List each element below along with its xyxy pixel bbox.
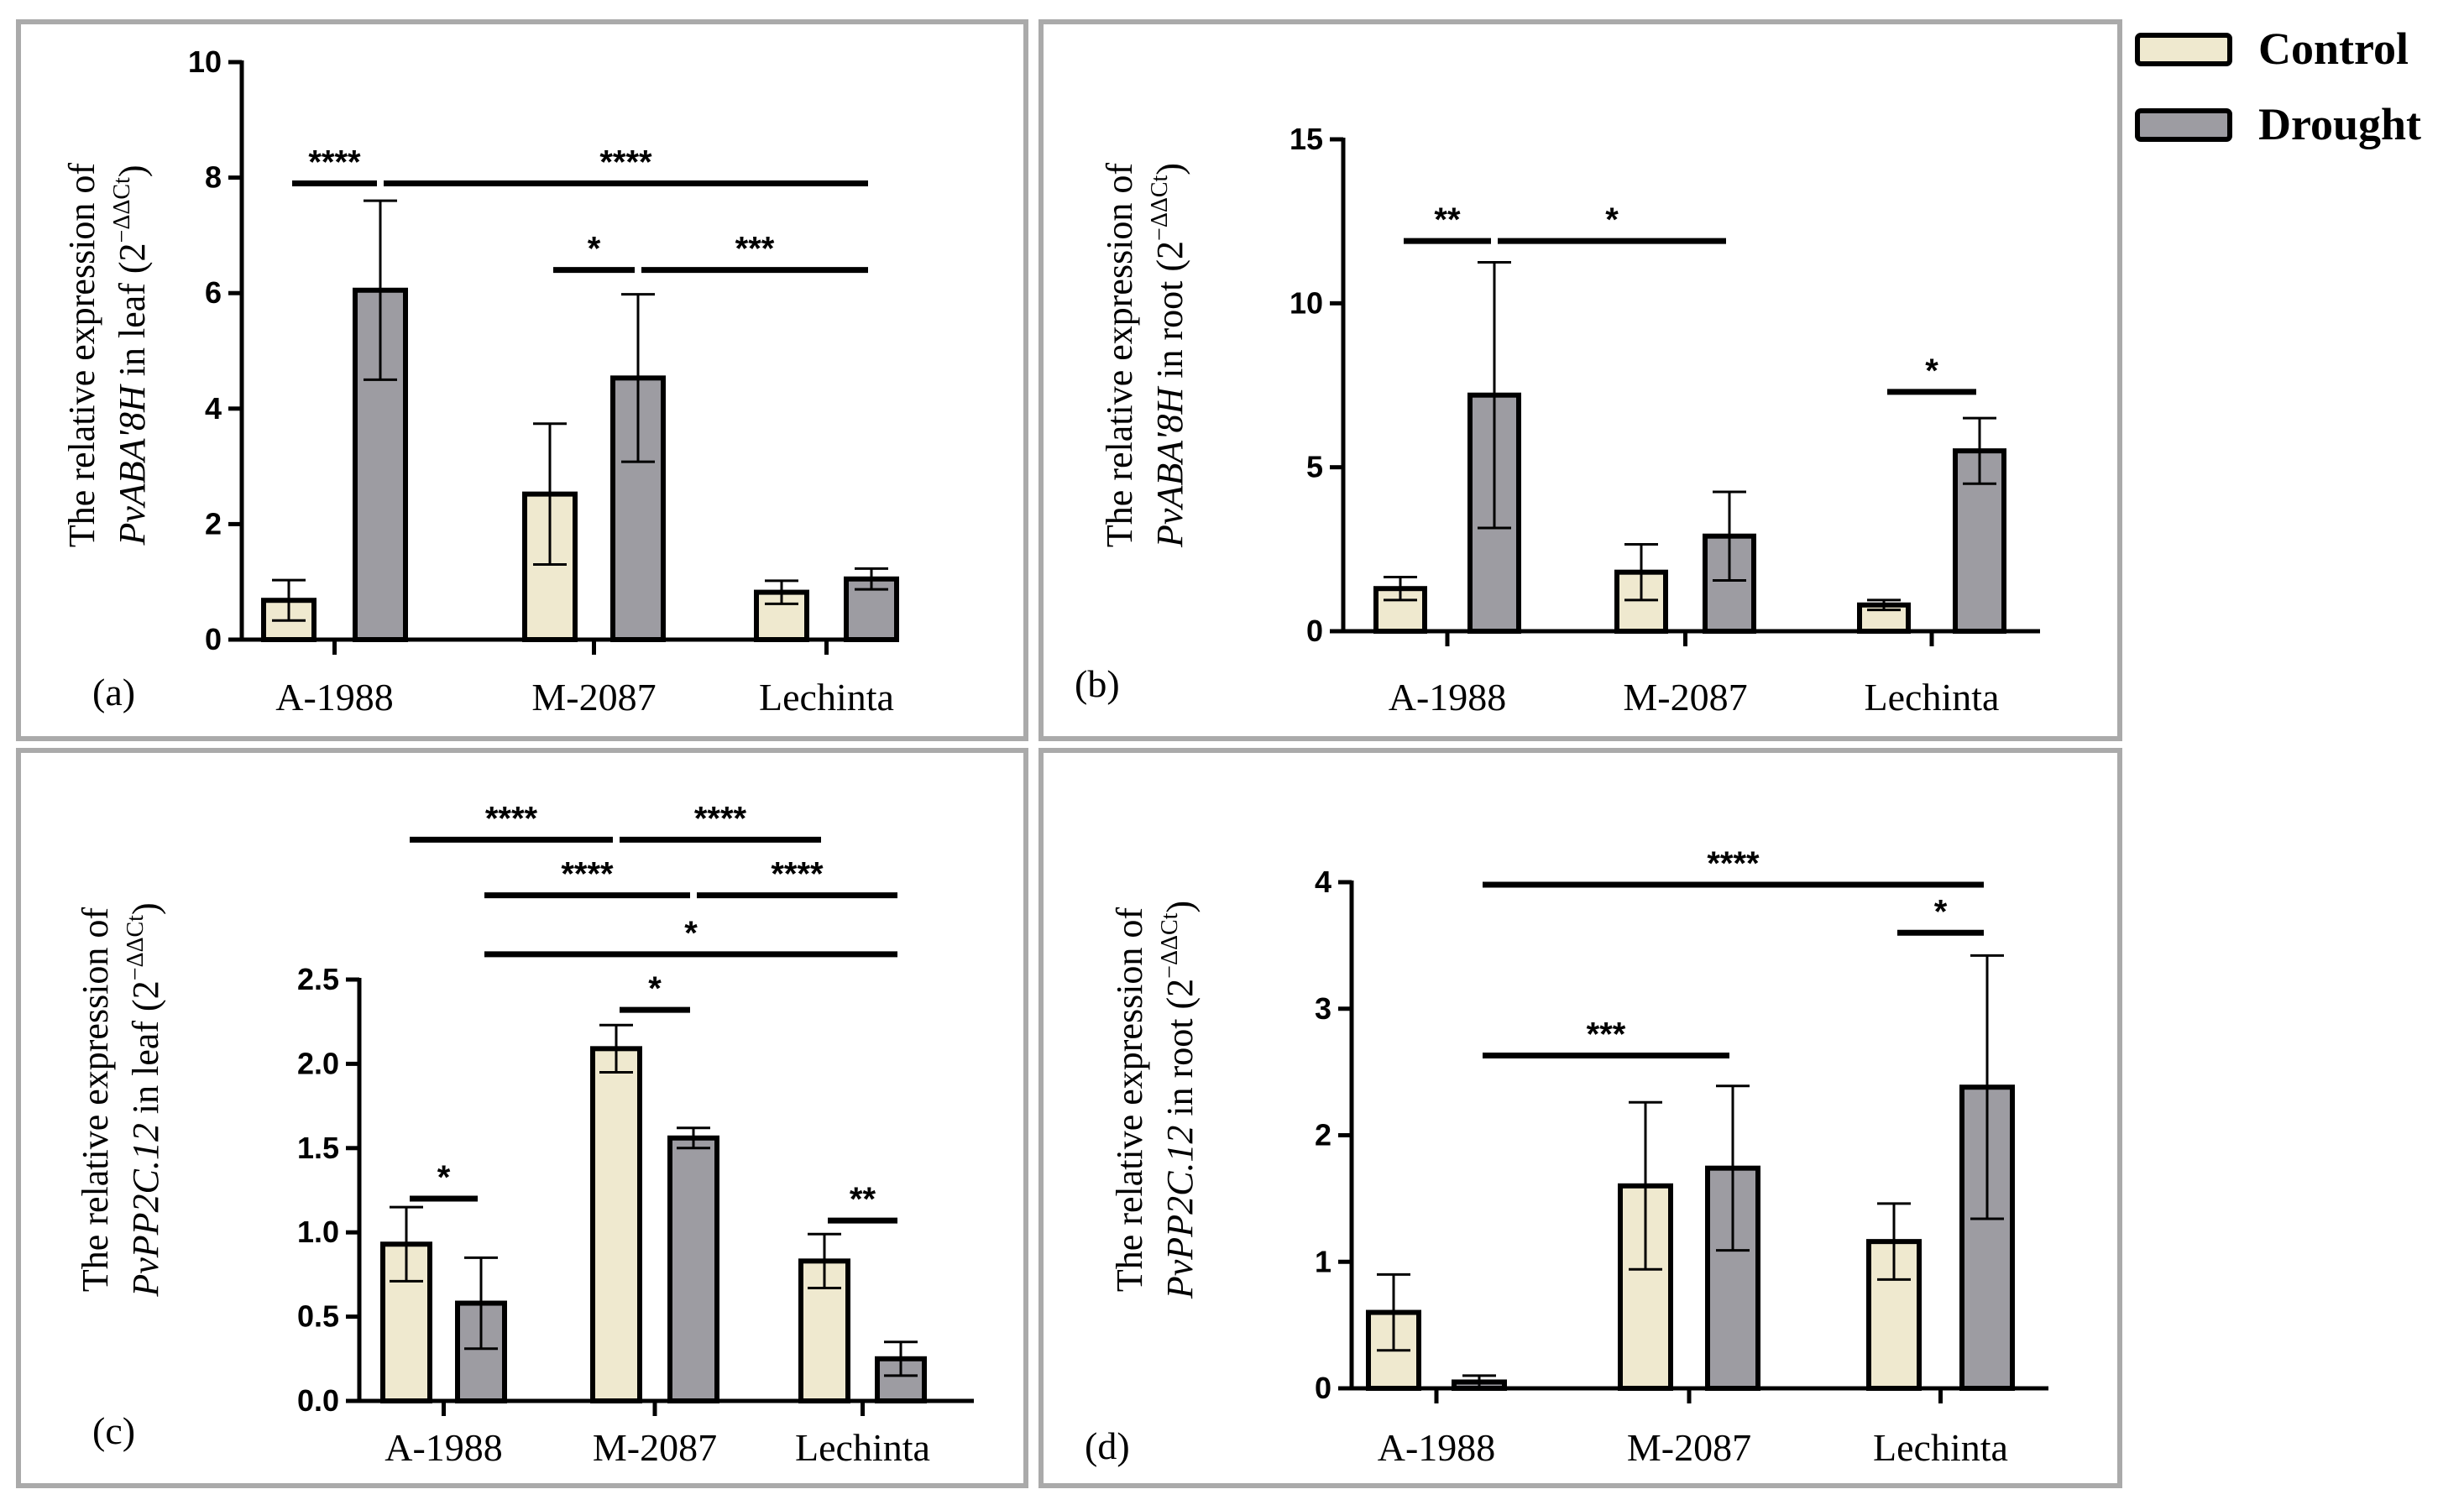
legend-drought-swatch [2135,108,2232,142]
ylabel-b-line2: PvABA'8H in root (2−ΔΔCt) [1147,163,1190,548]
x-tick-label: Lechinta [795,1426,930,1469]
panel-c-label: (c) [92,1409,135,1452]
ylabel-b-line1: The relative expression of [1099,163,1140,548]
x-tick-label: A-1988 [275,676,394,719]
y-tick-label: 2.0 [297,1046,339,1080]
x-tick-label: Lechinta [1865,676,2000,719]
y-tick-label: 0 [205,622,222,656]
x-tick-label: Lechinta [759,676,894,719]
chart-b: (b) The relative expression of PvABA'8H … [1075,122,2040,719]
x-tick-label: M-2087 [593,1426,717,1469]
significance-label: **** [694,800,747,837]
chart-a: (a) The relative expression of PvABA'8H … [61,44,899,719]
significance-label: *** [735,231,775,268]
ylabel-a-line1: The relative expression of [61,163,102,548]
significance-label: **** [771,856,824,893]
significance-label: **** [599,144,652,180]
y-tick-label: 0.0 [297,1383,339,1418]
y-tick-label: 2.5 [297,962,339,996]
significance-label: **** [308,144,361,180]
significance-label: * [684,915,698,952]
significance-label: ** [1434,201,1461,238]
y-tick-label: 4 [1315,865,1331,899]
y-tick-label: 6 [205,275,222,310]
legend: Control Drought [2135,24,2421,149]
significance-label: * [437,1159,451,1196]
ylabel-d-line1: The relative expression of [1109,907,1150,1293]
y-tick-label: 3 [1315,991,1331,1026]
chart-c: (c) The relative expression of PvPP2C.12… [75,800,974,1469]
panel-b-label: (b) [1075,662,1120,705]
panel-d-label: (d) [1085,1424,1130,1467]
ylabel-c-line1: The relative expression of [75,907,116,1293]
panel-a-label: (a) [92,671,135,713]
y-tick-label: 0.5 [297,1299,339,1334]
x-tick-label: Lechinta [1873,1426,2008,1469]
significance-label: **** [561,856,614,893]
ylabel-a-line2: PvABA'8H in leaf (2−ΔΔCt) [109,165,153,546]
legend-control-swatch [2135,33,2232,66]
y-tick-label: 0 [1306,614,1323,648]
significance-label: *** [1587,1016,1626,1053]
x-tick-label: A-1988 [385,1426,503,1469]
ylabel-c-line2: PvPP2C.12 in leaf (2−ΔΔCt) [123,902,166,1297]
significance-label: * [648,970,662,1007]
bar-control-lechinta [798,1258,850,1404]
significance-label: * [1934,893,1948,930]
panel-a-frame [16,19,1028,741]
legend-drought-label: Drought [2258,99,2421,149]
significance-label: * [588,231,601,268]
ylabel-d-line2: PvPP2C.12 in root (2−ΔΔCt) [1157,901,1201,1299]
panel-b-frame [1038,19,2122,741]
significance-label: **** [485,800,538,837]
y-tick-label: 2 [1315,1118,1331,1152]
bar-drought-m-2087 [667,1135,719,1403]
significance-label: * [1925,353,1938,389]
significance-label: ** [850,1181,876,1218]
significance-label: **** [1707,845,1760,882]
chart-d: (d) The relative expression of PvPP2C.12… [1085,845,2048,1469]
x-tick-label: M-2087 [531,676,656,719]
y-tick-label: 1.0 [297,1215,339,1249]
x-tick-label: M-2087 [1623,676,1747,719]
significance-label: * [1605,201,1619,238]
y-tick-label: 15 [1290,122,1323,156]
y-tick-label: 1.5 [297,1131,339,1165]
y-tick-label: 8 [205,160,222,195]
bar-control-m-2087 [590,1046,642,1403]
y-tick-label: 5 [1306,450,1323,484]
panel-d-frame [1038,748,2122,1488]
x-tick-label: A-1988 [1389,676,1507,719]
x-tick-label: A-1988 [1378,1426,1496,1469]
y-tick-label: 2 [205,506,222,541]
y-tick-label: 4 [205,391,222,426]
legend-control-label: Control [2258,24,2409,74]
y-tick-label: 10 [188,44,222,79]
y-tick-label: 0 [1315,1371,1331,1405]
y-tick-label: 1 [1315,1244,1331,1278]
x-tick-label: M-2087 [1627,1426,1751,1469]
y-tick-label: 10 [1290,285,1323,320]
panel-c-frame [16,748,1028,1488]
